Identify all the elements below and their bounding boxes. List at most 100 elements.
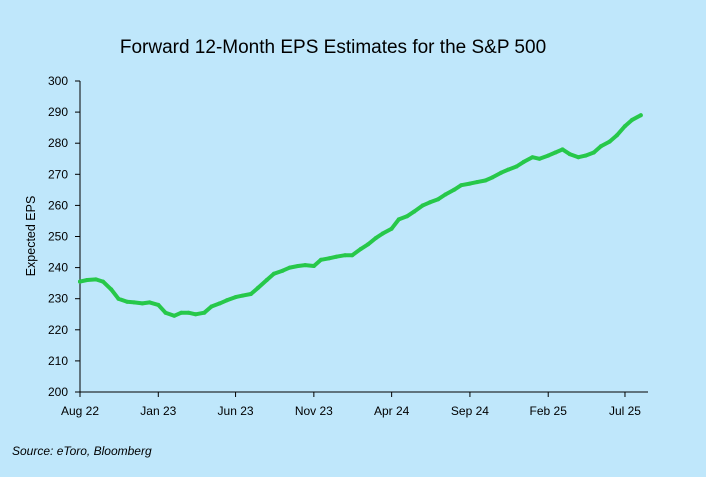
data-point xyxy=(303,263,308,268)
data-point xyxy=(405,214,409,219)
data-point xyxy=(132,300,137,305)
data-point xyxy=(598,144,603,149)
data-point xyxy=(209,304,214,309)
x-tick-label: Jul 25 xyxy=(609,404,641,418)
x-tick-label: Apr 24 xyxy=(374,404,410,418)
data-point xyxy=(101,279,105,284)
y-tick-label: 240 xyxy=(48,261,68,275)
data-point xyxy=(233,295,238,300)
data-point xyxy=(546,153,551,158)
data-point xyxy=(607,139,612,144)
data-point xyxy=(334,254,339,259)
data-point xyxy=(537,156,542,161)
y-tick-label: 200 xyxy=(48,385,68,399)
y-axis-label: Expected EPS xyxy=(24,196,38,277)
data-point xyxy=(521,159,526,164)
data-point xyxy=(256,285,261,290)
data-point xyxy=(366,242,371,247)
data-point xyxy=(483,178,488,183)
data-point xyxy=(179,310,184,315)
data-point xyxy=(140,301,145,306)
chart-title: Forward 12-Month EPS Estimates for the S… xyxy=(120,37,546,58)
data-point xyxy=(287,265,292,270)
data-point xyxy=(350,253,355,258)
data-point xyxy=(296,264,300,268)
data-point xyxy=(499,170,504,175)
data-point xyxy=(490,175,495,180)
y-tick-label: 300 xyxy=(48,74,68,88)
data-point xyxy=(248,292,253,296)
y-tick-label: 290 xyxy=(48,105,68,119)
data-point xyxy=(78,279,82,284)
data-point xyxy=(576,155,581,160)
data-point xyxy=(436,197,441,202)
data-point xyxy=(396,217,401,222)
data-point xyxy=(412,209,417,214)
data-point xyxy=(475,180,480,185)
data-point xyxy=(116,296,121,301)
x-tick-label: Aug 22 xyxy=(61,404,99,418)
data-point xyxy=(311,264,316,268)
data-point xyxy=(343,253,348,258)
data-point xyxy=(553,150,558,155)
data-point xyxy=(358,246,363,251)
data-point xyxy=(380,231,385,236)
x-tick-label: Jan 23 xyxy=(140,404,176,418)
y-tick-labels: 200 210 220 230 240 250 260 270 280 290 300 xyxy=(48,74,68,399)
data-point xyxy=(623,124,627,129)
data-point xyxy=(443,192,448,197)
data-point xyxy=(560,147,565,152)
data-point xyxy=(172,313,177,318)
data-point xyxy=(163,310,168,315)
data-point xyxy=(217,301,222,306)
data-point xyxy=(109,287,114,292)
y-tick-label: 210 xyxy=(48,354,68,368)
data-point xyxy=(264,278,269,282)
data-point xyxy=(93,277,98,282)
data-point xyxy=(202,310,207,315)
data-point xyxy=(630,117,635,122)
data-point xyxy=(638,113,643,118)
y-tick-label: 280 xyxy=(48,136,68,150)
y-tick-label: 260 xyxy=(48,198,68,212)
y-tick-label: 230 xyxy=(48,292,68,306)
data-point xyxy=(614,133,619,138)
data-point xyxy=(193,312,198,317)
data-point xyxy=(186,310,191,315)
data-point xyxy=(583,153,588,158)
series xyxy=(78,113,643,318)
data-point xyxy=(156,302,161,307)
data-point xyxy=(373,236,378,241)
data-point xyxy=(327,256,332,261)
data-point xyxy=(591,150,596,155)
data-point xyxy=(389,226,394,231)
data-point xyxy=(147,300,152,305)
data-point xyxy=(506,167,511,172)
data-point xyxy=(467,181,472,186)
x-tick-label: Nov 23 xyxy=(295,404,333,418)
data-point xyxy=(319,257,323,262)
data-point xyxy=(420,203,425,208)
data-point xyxy=(125,299,130,304)
x-tick-label: Sep 24 xyxy=(451,404,489,418)
eps-series-line xyxy=(78,113,643,318)
y-tick-label: 250 xyxy=(48,230,68,244)
data-point xyxy=(271,271,276,276)
source-note: Source: eToro, Bloomberg xyxy=(12,444,152,458)
data-point xyxy=(240,293,245,298)
y-tick-label: 270 xyxy=(48,167,68,181)
data-point xyxy=(85,278,90,282)
data-point xyxy=(530,155,535,160)
x-tick-label: Jun 23 xyxy=(218,404,254,418)
data-point xyxy=(428,200,432,205)
data-point xyxy=(224,298,229,303)
data-point xyxy=(567,152,572,157)
x-tick-labels: Aug 22 Jan 23 Jun 23 Nov 23 Apr 24 Sep 24 Feb … xyxy=(61,404,641,418)
data-point xyxy=(452,187,457,192)
data-point xyxy=(514,164,519,169)
data-point xyxy=(280,268,285,273)
axes xyxy=(75,80,648,397)
y-tick-label: 220 xyxy=(48,323,68,337)
x-tick-label: Feb 25 xyxy=(530,404,568,418)
